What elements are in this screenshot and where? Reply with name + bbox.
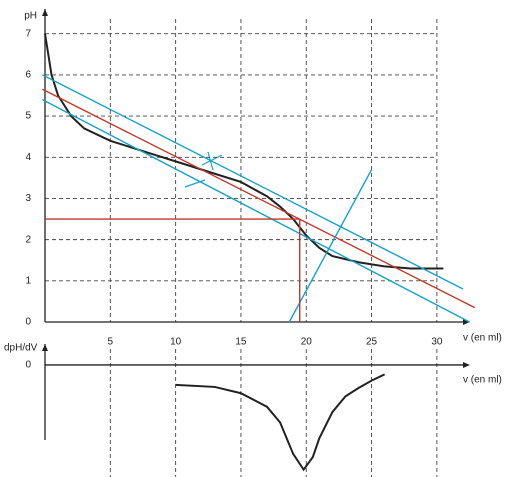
x-tick-label: 30 (431, 337, 443, 348)
y-tick-label: 5 (25, 111, 31, 122)
x-tick-label: 20 (301, 337, 313, 348)
cross-mark (201, 154, 223, 166)
x-tick-label: 15 (235, 337, 247, 348)
y-axis-arrow (42, 344, 48, 351)
x-axis-label: v (en ml) (463, 333, 502, 344)
data-line (42, 98, 470, 323)
cross-mark (184, 179, 206, 188)
y-tick-label: 0 (25, 317, 31, 328)
x-axis-arrow (463, 319, 470, 325)
x-tick-label: 5 (108, 337, 114, 348)
y-tick-label: 4 (25, 152, 31, 163)
data-line (44, 33, 444, 270)
y-axis-label: dpH/dV (4, 343, 38, 354)
y-tick-label: 0 (25, 360, 31, 371)
data-line (42, 88, 476, 309)
y-tick-label: 1 (25, 275, 31, 286)
y-tick-label: 2 (25, 234, 31, 245)
x-tick-label: 10 (170, 337, 182, 348)
y-axis-label: pH (24, 11, 37, 22)
data-line (42, 74, 464, 290)
y-tick-label: 3 (25, 193, 31, 204)
y-tick-label: 7 (25, 28, 31, 39)
x-axis-arrow (463, 361, 470, 368)
y-tick-label: 6 (25, 70, 31, 81)
y-axis-arrow (42, 9, 48, 16)
x-tick-label: 25 (366, 337, 378, 348)
data-line (288, 169, 373, 323)
data-line (175, 373, 386, 472)
x-axis-label: v (en ml) (463, 375, 502, 386)
